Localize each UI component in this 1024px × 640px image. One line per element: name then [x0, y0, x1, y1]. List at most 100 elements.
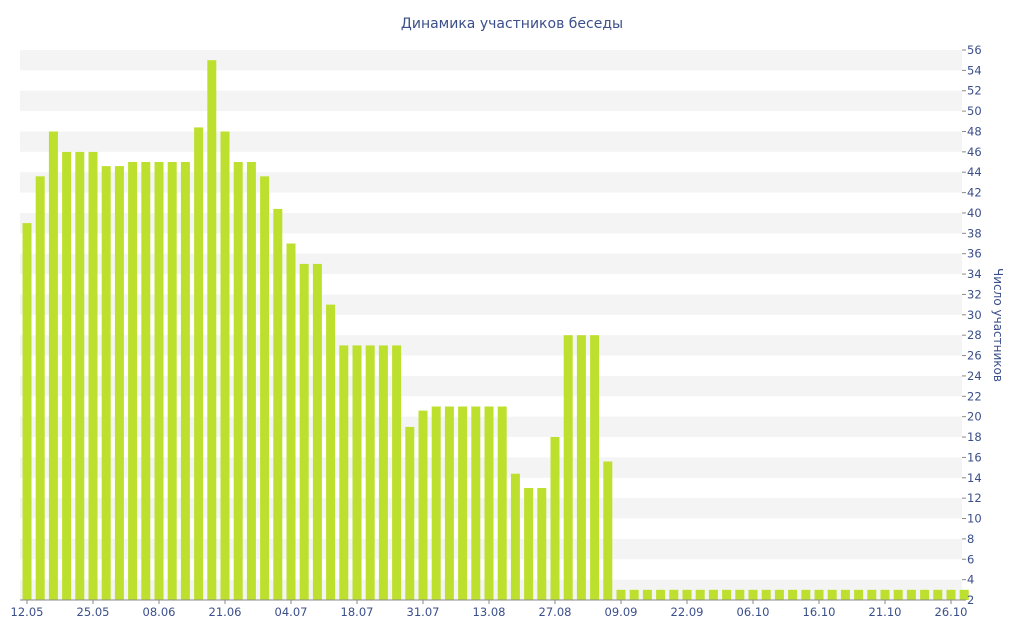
x-tick-label: 26.10: [935, 605, 968, 619]
bar: [128, 162, 138, 600]
bar: [154, 162, 164, 600]
bar: [233, 162, 243, 600]
bar: [180, 162, 190, 600]
x-tick-label: 22.09: [671, 605, 704, 619]
chart-title: Динамика участников беседы: [401, 16, 623, 32]
y-tick-label: 4: [967, 573, 974, 587]
bar: [352, 345, 362, 600]
bar: [510, 473, 520, 600]
bar: [392, 345, 402, 600]
bar: [405, 426, 415, 600]
bar: [642, 589, 652, 600]
y-tick-label: 2: [967, 593, 974, 607]
bar: [590, 335, 600, 600]
bar: [867, 589, 877, 600]
y-tick-label: 20: [967, 410, 982, 424]
x-tick-label: 06.10: [737, 605, 770, 619]
x-tick-label: 31.07: [407, 605, 440, 619]
bar: [920, 589, 930, 600]
bar: [260, 176, 270, 601]
bar: [695, 589, 705, 600]
grid-band: [20, 90, 962, 112]
bar: [788, 589, 798, 600]
bar: [365, 345, 375, 600]
x-axis-ticks: 12.05 25.05 08.06 21.06 04.07 18.07 31.07 13.08…: [11, 600, 968, 619]
x-tick-label: 13.08: [473, 605, 506, 619]
y-axis-ticks: 2468101214161820222426283032343638404244…: [962, 43, 982, 607]
bar: [88, 151, 98, 600]
bar: [167, 162, 177, 600]
y-tick-label: 38: [967, 226, 982, 240]
bar: [748, 589, 758, 600]
bar: [62, 151, 72, 600]
x-tick-label: 25.05: [77, 605, 110, 619]
bar: [708, 589, 718, 600]
bar: [497, 406, 507, 600]
bar: [444, 406, 454, 600]
bar: [946, 589, 956, 600]
bar: [35, 176, 45, 601]
y-tick-label: 40: [967, 206, 982, 220]
bar: [563, 335, 573, 600]
bar: [669, 589, 679, 600]
y-tick-label: 42: [967, 186, 982, 200]
y-axis-label: Число участников: [991, 268, 1005, 382]
bar: [722, 589, 732, 600]
x-tick-label: 08.06: [143, 605, 176, 619]
bar: [326, 304, 336, 600]
y-tick-label: 10: [967, 512, 982, 526]
bar: [194, 127, 204, 601]
bar: [576, 335, 586, 600]
grid-band: [20, 131, 962, 152]
bar: [471, 406, 481, 600]
x-tick-label: 21.10: [869, 605, 902, 619]
bar: [814, 589, 824, 600]
bar: [761, 589, 771, 600]
x-tick-label: 09.09: [605, 605, 638, 619]
bar: [774, 589, 784, 600]
bar: [682, 589, 692, 600]
bar: [893, 589, 903, 600]
x-tick-label: 04.07: [275, 605, 308, 619]
bar: [75, 151, 85, 600]
bar: [959, 589, 969, 600]
y-tick-label: 54: [967, 63, 982, 77]
y-tick-label: 22: [967, 389, 982, 403]
bar: [854, 589, 864, 600]
y-tick-label: 30: [967, 308, 982, 322]
bar: [827, 589, 837, 600]
bar: [933, 589, 943, 600]
y-tick-label: 16: [967, 450, 982, 464]
x-tick-label: 16.10: [803, 605, 836, 619]
y-tick-label: 8: [967, 532, 974, 546]
bars: [22, 60, 969, 601]
y-tick-label: 32: [967, 287, 982, 301]
x-tick-label: 27.08: [539, 605, 572, 619]
bar: [524, 488, 534, 600]
bar: [299, 263, 309, 600]
bar: [801, 589, 811, 600]
y-tick-label: 56: [967, 43, 982, 57]
y-tick-label: 46: [967, 145, 982, 159]
y-tick-label: 26: [967, 349, 982, 363]
x-tick-label: 21.06: [209, 605, 242, 619]
bar: [207, 60, 217, 600]
y-tick-label: 36: [967, 247, 982, 261]
x-tick-label: 12.05: [11, 605, 44, 619]
bar: [656, 589, 666, 600]
y-tick-label: 14: [967, 471, 982, 485]
bar: [418, 410, 428, 600]
bar: [537, 488, 547, 600]
bar: [484, 406, 494, 600]
bar: [629, 589, 639, 600]
bar: [273, 208, 283, 600]
y-tick-label: 44: [967, 165, 982, 179]
bar: [220, 131, 230, 600]
grid-band: [20, 50, 962, 71]
bar: [114, 166, 124, 600]
bar: [339, 345, 349, 600]
bar: [735, 589, 745, 600]
y-tick-label: 18: [967, 430, 982, 444]
bar: [312, 263, 322, 600]
